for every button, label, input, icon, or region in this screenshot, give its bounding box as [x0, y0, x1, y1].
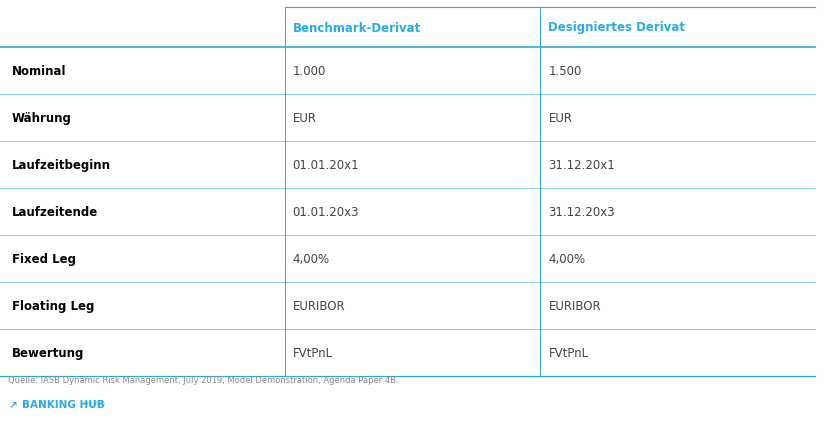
Text: by zeb: by zeb [84, 400, 105, 405]
Text: Fixed Leg: Fixed Leg [12, 252, 76, 265]
Text: 01.01.20x1: 01.01.20x1 [293, 159, 359, 172]
Text: 31.12.20x1: 31.12.20x1 [549, 159, 615, 172]
Text: Floating Leg: Floating Leg [12, 299, 95, 312]
Text: Währung: Währung [12, 112, 72, 125]
Text: 4,00%: 4,00% [549, 252, 586, 265]
Text: EUR: EUR [549, 112, 573, 125]
Text: 1.000: 1.000 [293, 65, 326, 78]
Text: FVtPnL: FVtPnL [293, 346, 332, 359]
Text: Laufzeitende: Laufzeitende [12, 206, 98, 218]
Text: Bewertung: Bewertung [12, 346, 84, 359]
Text: Benchmark-Derivat: Benchmark-Derivat [293, 22, 421, 34]
Text: BANKING HUB: BANKING HUB [22, 399, 105, 409]
Text: EUR: EUR [293, 112, 317, 125]
Text: Designiertes Derivat: Designiertes Derivat [549, 22, 686, 34]
Text: EURIBOR: EURIBOR [293, 299, 345, 312]
Text: 1.500: 1.500 [549, 65, 582, 78]
Text: Laufzeitbeginn: Laufzeitbeginn [12, 159, 111, 172]
Text: ↗: ↗ [8, 399, 16, 409]
Text: 01.01.20x3: 01.01.20x3 [293, 206, 359, 218]
Text: Quelle: IASB Dynamic Risk Management, July 2019, Model Demonstration, Agenda Pap: Quelle: IASB Dynamic Risk Management, Ju… [8, 375, 398, 384]
Text: Nominal: Nominal [12, 65, 67, 78]
Text: EURIBOR: EURIBOR [549, 299, 601, 312]
Text: 4,00%: 4,00% [293, 252, 330, 265]
Text: 31.12.20x3: 31.12.20x3 [549, 206, 615, 218]
Text: FVtPnL: FVtPnL [549, 346, 588, 359]
